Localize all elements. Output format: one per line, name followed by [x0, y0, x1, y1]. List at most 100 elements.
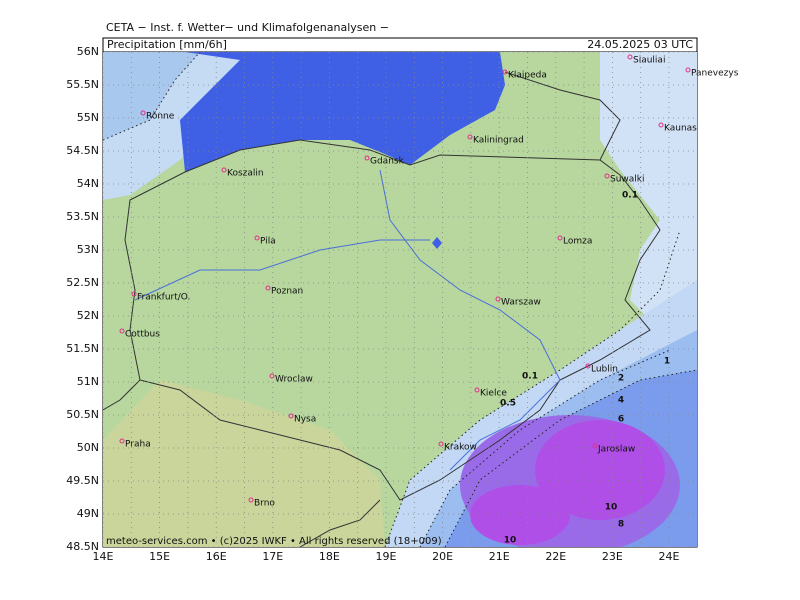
city-dot — [131, 291, 137, 297]
city-label: Koszalin — [227, 169, 264, 179]
city-label: Warszaw — [501, 298, 541, 308]
cities: Rönne Koszalin Gdansk Klaipeda Kaliningrad Si… — [119, 54, 739, 509]
contour-label: 10 — [605, 503, 618, 513]
lon-label: 19E — [376, 550, 397, 563]
city-dot — [254, 235, 260, 241]
lon-label: 20E — [432, 550, 453, 563]
precip-10 — [535, 420, 665, 520]
city-label: Lublin — [591, 365, 618, 375]
border — [103, 71, 621, 547]
city-dot — [119, 328, 125, 334]
grid — [103, 52, 697, 547]
lat-label: 56N — [77, 45, 99, 58]
river — [134, 169, 561, 471]
lon-label: 17E — [262, 550, 283, 563]
lat-label: 49N — [77, 507, 99, 520]
city-label: Brno — [254, 499, 275, 509]
city-label: Panevezys — [691, 69, 739, 79]
city-dot — [502, 69, 508, 75]
city-label: Rönne — [146, 112, 175, 122]
lon-label: 21E — [489, 550, 510, 563]
city-label: Krakow — [444, 443, 477, 453]
city-dot — [474, 387, 480, 393]
lat-label: 50N — [77, 441, 99, 454]
city-dot — [438, 441, 444, 447]
lat-label: 51.5N — [66, 342, 99, 355]
city-label: Kaliningrad — [473, 136, 524, 146]
marker — [432, 237, 442, 249]
city-label: Jaroslaw — [597, 445, 635, 455]
contour-label: 0.1 — [522, 372, 538, 382]
lon-label: 16E — [206, 550, 227, 563]
lat-label: 48.5N — [66, 540, 99, 553]
city-dot — [467, 134, 473, 140]
sea — [180, 52, 505, 172]
lon-label: 18E — [319, 550, 340, 563]
map-title: Precipitation [mm/6h] — [107, 38, 227, 51]
contour-label: 0.5 — [500, 399, 516, 409]
city-dot — [288, 413, 294, 419]
city-dot — [364, 155, 370, 161]
lat-label: 54.5N — [66, 144, 99, 157]
city-dot — [658, 122, 664, 128]
city-dot — [585, 363, 591, 369]
lat-label: 52N — [77, 309, 99, 322]
city-label: Suwalki — [610, 175, 645, 185]
city-label: Frankfurt/O. — [137, 293, 190, 303]
lat-label: 54N — [77, 177, 99, 190]
lon-label: 23E — [602, 550, 623, 563]
contour-label: 4 — [618, 396, 624, 406]
contour-line — [444, 369, 697, 547]
city-label: Nysa — [294, 415, 316, 425]
city-label: Poznan — [271, 287, 303, 297]
city-dot — [685, 67, 691, 73]
lat-label: 55.5N — [66, 78, 99, 91]
highland — [103, 380, 385, 547]
city-label: Klaipeda — [508, 71, 547, 81]
city-dot — [265, 285, 271, 291]
city-dot — [119, 438, 125, 444]
lon-label: 24E — [659, 550, 680, 563]
city-label: Siauliai — [633, 56, 665, 66]
map-layers — [103, 52, 697, 547]
light-precip-east — [600, 52, 697, 330]
city-label: Lomza — [563, 237, 592, 247]
city-dot — [248, 497, 254, 503]
city-dot — [269, 373, 275, 379]
city-dot — [221, 167, 227, 173]
contour-label: 0.1 — [622, 191, 638, 201]
city-dot — [604, 173, 610, 179]
precip-10b — [470, 485, 570, 545]
city-dot — [627, 54, 633, 60]
footer: meteo-services.com • (c)2025 IWKF • All … — [106, 536, 442, 547]
city-dot — [140, 110, 146, 116]
timestamp: 24.05.2025 03 UTC — [587, 38, 693, 51]
lat-label: 52.5N — [66, 276, 99, 289]
city-label: Wroclaw — [275, 375, 313, 385]
lat-label: 51N — [77, 375, 99, 388]
lon-label: 15E — [149, 550, 170, 563]
city-dot — [557, 235, 563, 241]
border — [124, 139, 661, 501]
lat-label: 53.5N — [66, 210, 99, 223]
lat-label: 49.5N — [66, 474, 99, 487]
city-dot — [592, 443, 598, 449]
city-label: Kaunas — [664, 124, 697, 134]
source-header: CETA − Inst. f. Wetter− und Klimafolgena… — [106, 21, 389, 34]
contour-label: 2 — [618, 374, 624, 384]
lat-label: 53N — [77, 243, 99, 256]
contour-label: 8 — [618, 520, 624, 530]
precip-west — [103, 52, 200, 140]
lon-label: 14E — [93, 550, 114, 563]
city-label: Pila — [260, 237, 276, 247]
city-label: Gdansk — [370, 157, 405, 167]
lat-label: 50.5N — [66, 408, 99, 421]
city-dot — [495, 296, 501, 302]
city-label: Kielce — [480, 389, 507, 399]
city-label: Praha — [125, 440, 151, 450]
contour-label: 10 — [504, 536, 517, 546]
contour-line — [103, 52, 201, 141]
lat-label: 55N — [77, 111, 99, 124]
